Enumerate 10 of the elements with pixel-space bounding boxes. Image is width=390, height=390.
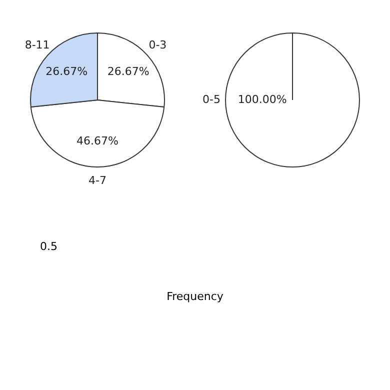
data-label: 26.67% [46,65,88,78]
text: Frequency [166,290,224,303]
data-label: 46.67% [76,134,118,148]
data-label: 26.67% [107,65,150,78]
text: 0.5 [40,240,58,253]
data-label: 100.00% [238,92,287,106]
slice-label: 8-11 [24,38,50,52]
slice-label: 0-5 [202,92,220,106]
slice-label: 4-7 [88,174,106,187]
slice-label: 0-3 [148,38,167,52]
